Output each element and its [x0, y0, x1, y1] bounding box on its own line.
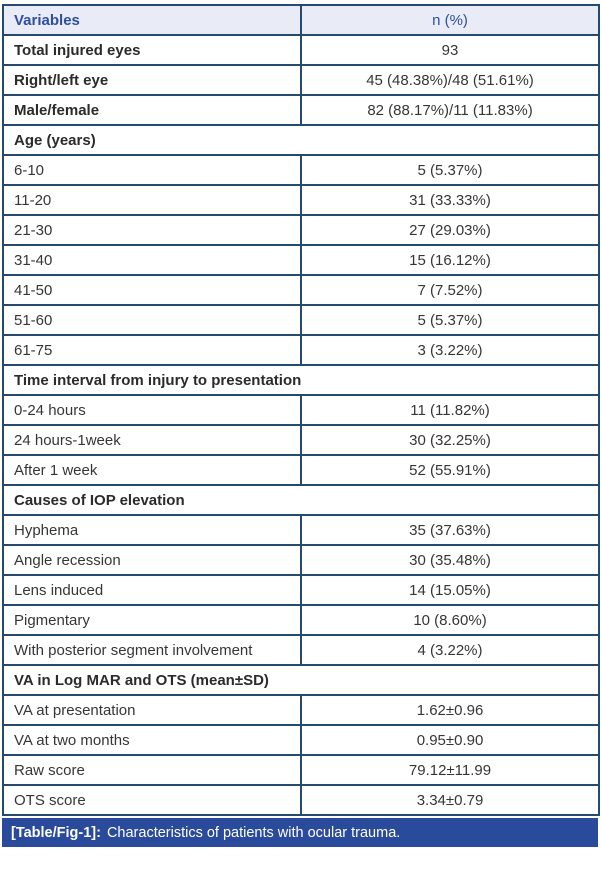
row-value: 11 (11.82%) [300, 394, 600, 426]
row-label: 0-24 hours [2, 394, 302, 426]
table-row: Hyphema 35 (37.63%) [2, 514, 600, 546]
row-label: 24 hours-1week [2, 424, 302, 456]
row-value: 3 (3.22%) [300, 334, 600, 366]
table-caption: [Table/Fig-1]: Characteristics of patien… [2, 818, 598, 847]
row-label: Hyphema [2, 514, 302, 546]
section-row: Causes of IOP elevation [2, 484, 600, 516]
table-row: 51-60 5 (5.37%) [2, 304, 600, 336]
table-row: Pigmentary 10 (8.60%) [2, 604, 600, 636]
row-value: 4 (3.22%) [300, 634, 600, 666]
header-cell-variables: Variables [2, 4, 302, 36]
header-cell-n-percent: n (%) [300, 4, 600, 36]
section-row: Age (years) [2, 124, 600, 156]
row-value: 27 (29.03%) [300, 214, 600, 246]
row-label: VA at presentation [2, 694, 302, 726]
table-row: 0-24 hours 11 (11.82%) [2, 394, 600, 426]
row-label: 6-10 [2, 154, 302, 186]
section-row: VA in Log MAR and OTS (mean±SD) [2, 664, 600, 696]
table-row: 24 hours-1week 30 (32.25%) [2, 424, 600, 456]
table-row: With posterior segment involvement 4 (3.2… [2, 634, 600, 666]
row-value: 79.12±11.99 [300, 754, 600, 786]
table-row: 31-40 15 (16.12%) [2, 244, 600, 276]
row-value: 3.34±0.79 [300, 784, 600, 816]
row-label: Right/left eye [2, 64, 302, 96]
row-label: 61-75 [2, 334, 302, 366]
section-row: Time interval from injury to presentatio… [2, 364, 600, 396]
row-label: 21-30 [2, 214, 302, 246]
table-row: 41-50 7 (7.52%) [2, 274, 600, 306]
table-row: 11-20 31 (33.33%) [2, 184, 600, 216]
row-value: 5 (5.37%) [300, 154, 600, 186]
row-label: 51-60 [2, 304, 302, 336]
section-label: VA in Log MAR and OTS (mean±SD) [2, 664, 600, 696]
table-row: Male/female 82 (88.17%)/11 (11.83%) [2, 94, 600, 126]
row-label: Male/female [2, 94, 302, 126]
table-row: 21-30 27 (29.03%) [2, 214, 600, 246]
row-label: 31-40 [2, 244, 302, 276]
row-value: 93 [300, 34, 600, 66]
table-row: Total injured eyes 93 [2, 34, 600, 66]
table-row: 61-75 3 (3.22%) [2, 334, 600, 366]
table-row: Angle recession 30 (35.48%) [2, 544, 600, 576]
row-label: After 1 week [2, 454, 302, 486]
table-row: Right/left eye 45 (48.38%)/48 (51.61%) [2, 64, 600, 96]
row-value: 10 (8.60%) [300, 604, 600, 636]
table-row: VA at presentation 1.62±0.96 [2, 694, 600, 726]
row-value: 7 (7.52%) [300, 274, 600, 306]
patient-characteristics-table: Variables n (%) Total injured eyes 93 Righ… [2, 4, 600, 816]
figure-container: Variables n (%) Total injured eyes 93 Righ… [2, 4, 600, 847]
table-row: Raw score 79.12±11.99 [2, 754, 600, 786]
row-value: 30 (35.48%) [300, 544, 600, 576]
row-label: VA at two months [2, 724, 302, 756]
row-value: 0.95±0.90 [300, 724, 600, 756]
caption-text: Characteristics of patients with ocular … [106, 824, 401, 841]
table-row: OTS score 3.34±0.79 [2, 784, 600, 816]
row-label: 11-20 [2, 184, 302, 216]
table-header-row: Variables n (%) [2, 4, 600, 36]
caption-tag: [Table/Fig-1]: [11, 824, 101, 841]
row-value: 82 (88.17%)/11 (11.83%) [300, 94, 600, 126]
row-label: Raw score [2, 754, 302, 786]
row-label: OTS score [2, 784, 302, 816]
row-label: Total injured eyes [2, 34, 302, 66]
row-value: 45 (48.38%)/48 (51.61%) [300, 64, 600, 96]
table-row: 6-10 5 (5.37%) [2, 154, 600, 186]
row-label: With posterior segment involvement [2, 634, 302, 666]
row-label: Lens induced [2, 574, 302, 606]
row-value: 35 (37.63%) [300, 514, 600, 546]
row-value: 5 (5.37%) [300, 304, 600, 336]
row-value: 15 (16.12%) [300, 244, 600, 276]
row-label: Angle recession [2, 544, 302, 576]
row-value: 52 (55.91%) [300, 454, 600, 486]
table-body: Total injured eyes 93 Right/left eye 45 (48… [2, 34, 600, 816]
section-label: Causes of IOP elevation [2, 484, 600, 516]
row-value: 31 (33.33%) [300, 184, 600, 216]
row-value: 14 (15.05%) [300, 574, 600, 606]
row-value: 1.62±0.96 [300, 694, 600, 726]
row-value: 30 (32.25%) [300, 424, 600, 456]
table-row: VA at two months 0.95±0.90 [2, 724, 600, 756]
table-row: Lens induced 14 (15.05%) [2, 574, 600, 606]
table-row: After 1 week 52 (55.91%) [2, 454, 600, 486]
row-label: Pigmentary [2, 604, 302, 636]
row-label: 41-50 [2, 274, 302, 306]
section-label: Time interval from injury to presentatio… [2, 364, 600, 396]
section-label: Age (years) [2, 124, 600, 156]
